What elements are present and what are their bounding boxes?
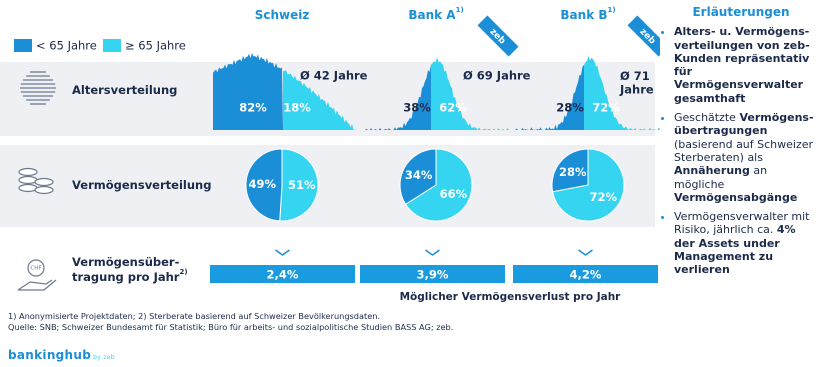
age-share-label: 38% <box>403 101 431 115</box>
age-area-over-65 <box>584 55 660 130</box>
explanation-segment: Vermögensverwalter mit Risiko, jährlich … <box>674 210 810 237</box>
age-area-over-65 <box>431 57 510 131</box>
row-note: 2) <box>179 268 187 276</box>
column-header: Schweiz <box>255 8 310 22</box>
transfer-bar <box>513 265 658 283</box>
pie-label: 72% <box>589 190 617 204</box>
age-average: Ø 42 Jahre <box>300 69 368 83</box>
explanation-segment: Geschätzte <box>674 111 740 125</box>
transfer-bar <box>210 265 355 283</box>
row-label-text: Vermögensverteilung <box>72 178 211 192</box>
icon <box>17 279 57 291</box>
chevron <box>425 249 440 256</box>
age-share-label: 82% <box>239 101 267 115</box>
legend-swatch <box>103 39 121 52</box>
zeb-badge: zeb <box>477 15 519 57</box>
footnotes: 1) Anonymisierte Projektdaten; 2) Sterbe… <box>8 311 453 333</box>
explanation-segment: Vermögensabgänge <box>674 190 798 204</box>
age-average: Ø 69 Jahre <box>463 69 531 83</box>
age-area-over-65 <box>283 70 355 130</box>
pie-label: 28% <box>559 165 587 179</box>
explanation-segment: Annäherung <box>674 164 750 178</box>
column-note: 1) <box>608 6 616 14</box>
legend-label: ≥ 65 Jahre <box>125 39 186 53</box>
pie-label: 51% <box>288 178 316 192</box>
icon <box>18 183 38 193</box>
explanations: Erläuterungen Alters- u. Vermögens­verte… <box>662 5 820 283</box>
column-header: Bank B1) <box>560 6 615 22</box>
footnote: 1) Anonymisierte Projektdaten; 2) Sterbe… <box>8 311 381 321</box>
age-area-under-65 <box>515 64 584 130</box>
age-share-label: 62% <box>439 101 467 115</box>
column-name: Bank B <box>560 8 607 22</box>
brand: bankinghub by zeb <box>8 348 115 362</box>
age-area-under-65 <box>213 52 283 130</box>
legend-label: < 65 Jahre <box>36 39 97 53</box>
row-label: Altersverteilung <box>72 83 177 97</box>
pie-slice <box>399 148 437 205</box>
brand-name: bankinghub <box>8 348 92 362</box>
transfer-label: 2,4% <box>267 268 299 282</box>
icon <box>34 185 54 195</box>
column-header: Bank A1) <box>408 6 463 22</box>
age-average: Ø 71 <box>620 69 650 83</box>
pie-slice <box>551 148 589 193</box>
icon <box>18 175 38 185</box>
icon-text: CHF <box>30 266 41 272</box>
footnote: Quelle: SNB; Schweizer Bundesamt für Sta… <box>8 322 454 332</box>
row-label: tragung pro Jahr2) <box>72 268 188 284</box>
row-label-text: tragung pro Jahr <box>72 270 180 284</box>
explanation-text: Vermögensverwalter mit Risiko, jährlich … <box>674 210 809 276</box>
chevron <box>578 249 593 256</box>
age-area-under-65 <box>365 64 431 130</box>
age-share-label: 28% <box>556 101 584 115</box>
badge-ribbon <box>627 15 660 57</box>
row-label: Vermögensverteilung <box>72 178 211 192</box>
zeb-badge: zeb <box>627 15 660 57</box>
row-band <box>0 145 655 227</box>
explanation-item: Vermögensverwalter mit Risiko, jährlich … <box>674 210 820 276</box>
pie-label: 34% <box>405 168 433 182</box>
explanations-title: Erläuterungen <box>692 5 790 19</box>
transfer-caption: Möglicher Vermögensverlust pro Jahr <box>400 291 622 303</box>
explanation-segment: (basierend auf Schweizer Sterberaten) al… <box>674 137 814 164</box>
row-label-text: Altersverteilung <box>72 83 177 97</box>
chevron <box>275 249 290 256</box>
explanation-item: Geschätzte Vermögens­übertragungen (basi… <box>674 111 820 204</box>
pie-slice <box>404 148 473 222</box>
explanation-segment: Vermögens­übertragungen <box>674 111 814 138</box>
age-share-label: 18% <box>283 101 311 115</box>
transfer-label: 3,9% <box>417 268 449 282</box>
legend-swatch <box>14 39 32 52</box>
explanation-segment: Alters- u. Vermögens­verteilungen von ze… <box>674 25 810 105</box>
explanation-item: Alters- u. Vermögens­verteilungen von ze… <box>674 25 820 105</box>
pie-label: 49% <box>248 177 276 191</box>
age-share-label: 72% <box>592 101 620 115</box>
pie-label: 66% <box>440 187 468 201</box>
icon <box>27 259 45 277</box>
row-label: Vermögensüber- <box>72 255 180 269</box>
transfer-bar <box>360 265 505 283</box>
icon <box>34 177 54 187</box>
row-label-text: Vermögensüber- <box>72 255 180 269</box>
explanation-list: Alters- u. Vermögens­verteilungen von ze… <box>662 25 820 276</box>
badge-ribbon <box>477 15 519 57</box>
age-average-text: Ø 71 <box>620 69 650 83</box>
brand-sub: by zeb <box>93 354 115 361</box>
explanation-segment: an mögliche <box>674 164 768 191</box>
column-note: 1) <box>456 6 464 14</box>
pie-slice <box>279 148 319 222</box>
explanation-text: Geschätzte Vermögens­übertragungen (basi… <box>674 111 814 204</box>
icon <box>18 167 38 177</box>
column-name: Bank A <box>408 8 456 22</box>
explanation-text: Alters- u. Vermögens­verteilungen von ze… <box>674 25 810 104</box>
explanation-segment: 4% der Assets under Management zu verlie… <box>674 223 796 277</box>
column-name: Schweiz <box>255 8 310 22</box>
pie-slice <box>245 148 283 222</box>
age-average: Jahre <box>619 83 654 97</box>
transfer-label: 4,2% <box>570 268 602 282</box>
